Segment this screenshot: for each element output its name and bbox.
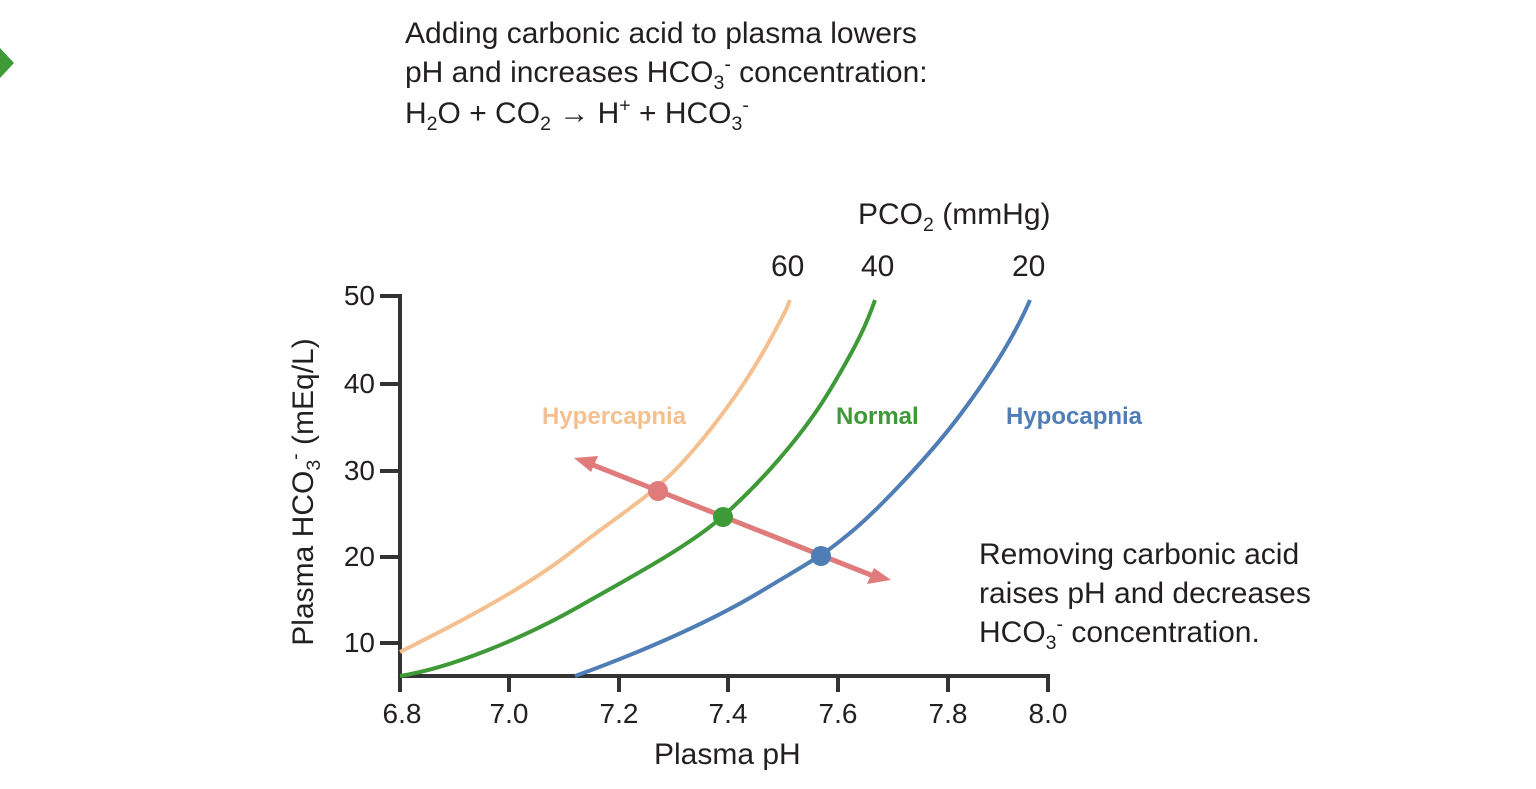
- normal-label: Normal: [836, 403, 919, 430]
- x-tick-8.0: 8.0: [1028, 698, 1068, 729]
- normal-curve: [399, 299, 877, 678]
- hypercapnia-label: Hypercapnia: [542, 403, 687, 430]
- hypocapnia-label: Hypocapnia: [1006, 403, 1143, 430]
- pco2-40-label: 40: [861, 250, 895, 283]
- reaction-equation: H2O + CO2 → H+ + HCO3-: [405, 94, 749, 135]
- x-axis-label: Plasma pH: [654, 738, 801, 771]
- x-tick-7.4: 7.4: [708, 698, 748, 729]
- intro-annotation: Adding carbonic acid to plasma lowers pH…: [405, 17, 928, 135]
- normal-point: [713, 507, 733, 527]
- x-tick-7.0: 7.0: [489, 698, 529, 729]
- x-tick-6.8: 6.8: [382, 698, 422, 729]
- arrow-head-right-icon: [867, 568, 891, 584]
- hypocapnia-point: [811, 546, 831, 566]
- pco2-20-label: 20: [1012, 250, 1046, 283]
- x-tick-7.2: 7.2: [599, 698, 639, 729]
- y-tick-10: 10: [343, 627, 375, 658]
- removal-annotation: Removing carbonic acid raises pH and dec…: [979, 538, 1311, 654]
- hypercapnia-curve: [399, 299, 792, 654]
- y-axis-label: Plasma HCO3- (mEq/L): [284, 338, 325, 646]
- next-arrow-icon[interactable]: [0, 48, 14, 78]
- pco2-60-label: 60: [771, 250, 805, 283]
- x-tick-7.8: 7.8: [928, 698, 968, 729]
- y-tick-50: 50: [343, 280, 375, 311]
- hypercapnia-point: [648, 481, 668, 501]
- x-tick-7.6: 7.6: [818, 698, 858, 729]
- hypocapnia-curve: [574, 299, 1032, 678]
- y-tick-30: 30: [343, 455, 375, 486]
- arrow-head-left-icon: [574, 456, 598, 472]
- axes: [380, 294, 1050, 692]
- y-tick-40: 40: [343, 368, 375, 399]
- pco2-legend-title: PCO2 (mmHg): [858, 198, 1051, 236]
- y-tick-20: 20: [343, 541, 375, 572]
